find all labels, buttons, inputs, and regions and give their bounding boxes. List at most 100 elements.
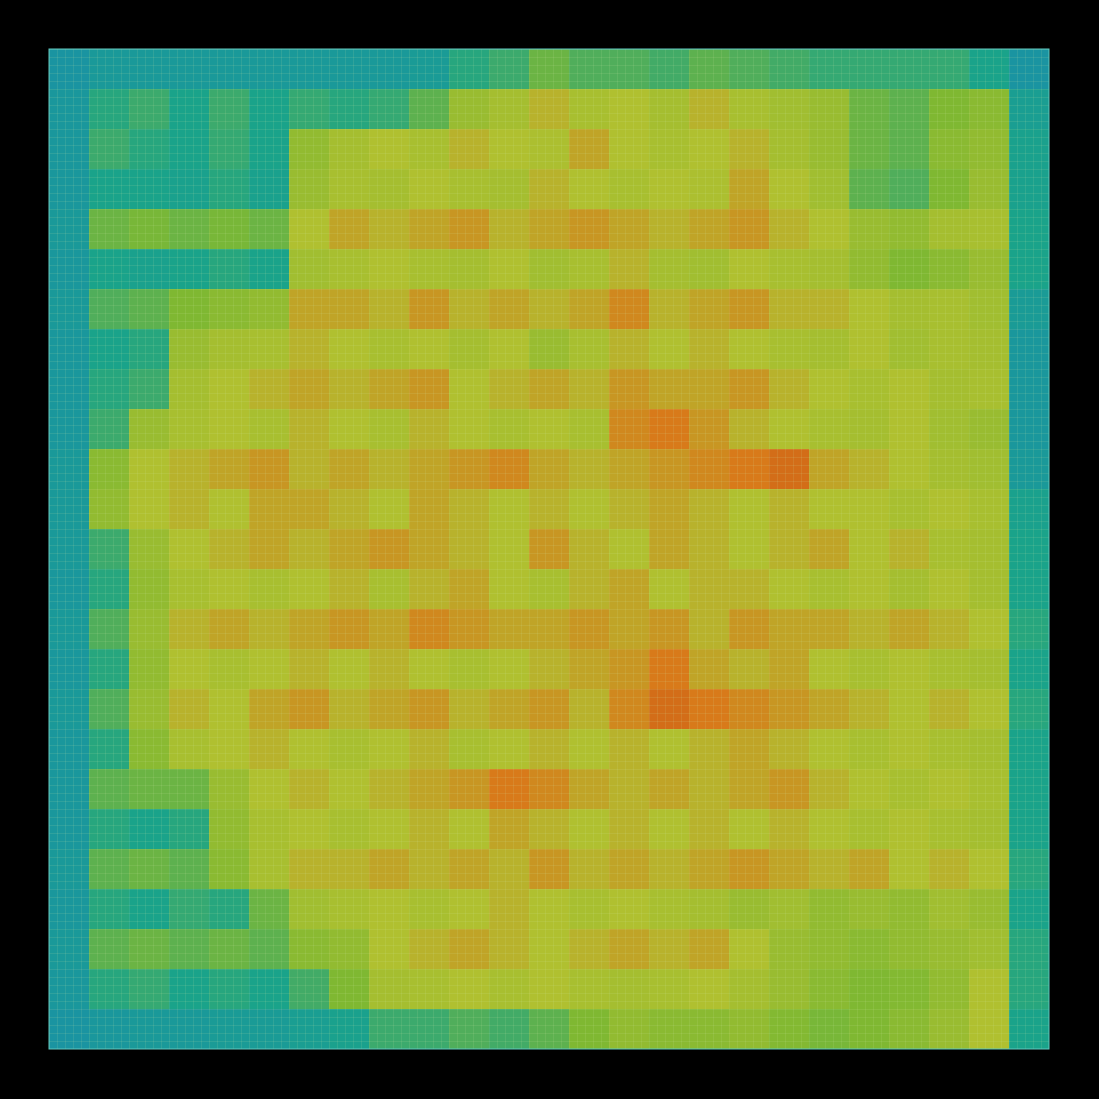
- heatmap-cell: [849, 929, 889, 969]
- heatmap-cell: [89, 729, 129, 769]
- heatmap-cell: [129, 889, 169, 929]
- heatmap-cell: [169, 489, 209, 529]
- heatmap-cell: [569, 689, 609, 729]
- heatmap-cell: [569, 289, 609, 329]
- heatmap-cell: [649, 1009, 689, 1049]
- heatmap-cell: [369, 529, 409, 569]
- heatmap-cell: [729, 649, 769, 689]
- heatmap-cell: [889, 769, 929, 809]
- heatmap-cell: [609, 729, 649, 769]
- heatmap-cell: [569, 209, 609, 249]
- heatmap-cell: [1009, 849, 1049, 889]
- heatmap-cell: [929, 409, 969, 449]
- heatmap-cell: [409, 409, 449, 449]
- heatmap-cell: [529, 569, 569, 609]
- heatmap-cell: [849, 449, 889, 489]
- heatmap-cell: [569, 89, 609, 129]
- heatmap-cell: [249, 249, 289, 289]
- heatmap-cell: [169, 849, 209, 889]
- heatmap-cell: [89, 289, 129, 329]
- heatmap-cell: [1009, 889, 1049, 929]
- heatmap-cell: [729, 169, 769, 209]
- heatmap-cell: [889, 369, 929, 409]
- heatmap-cell: [569, 889, 609, 929]
- heatmap-cell: [209, 809, 249, 849]
- heatmap-cell: [169, 209, 209, 249]
- heatmap-cell: [649, 209, 689, 249]
- heatmap-cell: [289, 449, 329, 489]
- heatmap-cell: [49, 929, 89, 969]
- heatmap-cell: [489, 449, 529, 489]
- heatmap-cell: [689, 129, 729, 169]
- heatmap-cell: [329, 249, 369, 289]
- heatmap-cell: [89, 809, 129, 849]
- heatmap-cell: [209, 169, 249, 209]
- heatmap-cell: [689, 89, 729, 129]
- heatmap-cell: [369, 289, 409, 329]
- heatmap-cell: [89, 129, 129, 169]
- heatmap-cell: [809, 889, 849, 929]
- heatmap-cell: [249, 289, 289, 329]
- heatmap-cell: [489, 169, 529, 209]
- heatmap-cell: [809, 529, 849, 569]
- heatmap-cell: [729, 569, 769, 609]
- heatmap-cell: [489, 569, 529, 609]
- heatmap-cell: [249, 769, 289, 809]
- heatmap-cell: [369, 329, 409, 369]
- heatmap-cell: [769, 689, 809, 729]
- heatmap-cell: [209, 769, 249, 809]
- heatmap-cell: [89, 849, 129, 889]
- heatmap-cell: [409, 89, 449, 129]
- heatmap-cell: [289, 769, 329, 809]
- heatmap-cell: [289, 369, 329, 409]
- heatmap-cell: [49, 289, 89, 329]
- heatmap-cell: [369, 609, 409, 649]
- heatmap-cell: [249, 849, 289, 889]
- heatmap-cell: [849, 609, 889, 649]
- chart: [0, 0, 1099, 1099]
- heatmap-cell: [929, 889, 969, 929]
- heatmap-cell: [129, 969, 169, 1009]
- heatmap-cell: [729, 809, 769, 849]
- heatmap-cell: [689, 249, 729, 289]
- heatmap-cell: [649, 729, 689, 769]
- heatmap-cell: [689, 1009, 729, 1049]
- heatmap-cell: [489, 529, 529, 569]
- heatmap-cell: [729, 369, 769, 409]
- heatmap-cell: [289, 569, 329, 609]
- heatmap-cell: [409, 329, 449, 369]
- heatmap-cell: [169, 129, 209, 169]
- heatmap-cell: [169, 649, 209, 689]
- heatmap-cell: [289, 249, 329, 289]
- heatmap-cell: [289, 889, 329, 929]
- heatmap-cell: [409, 769, 449, 809]
- heatmap-cell: [649, 969, 689, 1009]
- heatmap-cell: [89, 529, 129, 569]
- heatmap-cell: [769, 729, 809, 769]
- heatmap-cell: [649, 569, 689, 609]
- heatmap-cell: [369, 689, 409, 729]
- heatmap-cell: [1009, 129, 1049, 169]
- heatmap-cell: [1009, 969, 1049, 1009]
- heatmap-cell: [729, 489, 769, 529]
- heatmap-cell: [889, 1009, 929, 1049]
- heatmap-cell: [1009, 689, 1049, 729]
- heatmap-cell: [809, 809, 849, 849]
- heatmap-cell: [289, 529, 329, 569]
- heatmap-cell: [889, 329, 929, 369]
- heatmap-cell: [449, 689, 489, 729]
- heatmap-cell: [929, 529, 969, 569]
- heatmap-cell: [689, 889, 729, 929]
- heatmap-cell: [889, 209, 929, 249]
- heatmap-cell: [449, 49, 489, 89]
- heatmap-cell: [969, 529, 1009, 569]
- heatmap-cell: [529, 49, 569, 89]
- heatmap-cell: [689, 329, 729, 369]
- background: [0, 0, 1099, 1099]
- heatmap-cell: [769, 969, 809, 1009]
- heatmap-cell: [569, 409, 609, 449]
- heatmap-cell: [849, 289, 889, 329]
- heatmap-cell: [849, 849, 889, 889]
- heatmap-cell: [889, 609, 929, 649]
- heatmap-cell: [249, 969, 289, 1009]
